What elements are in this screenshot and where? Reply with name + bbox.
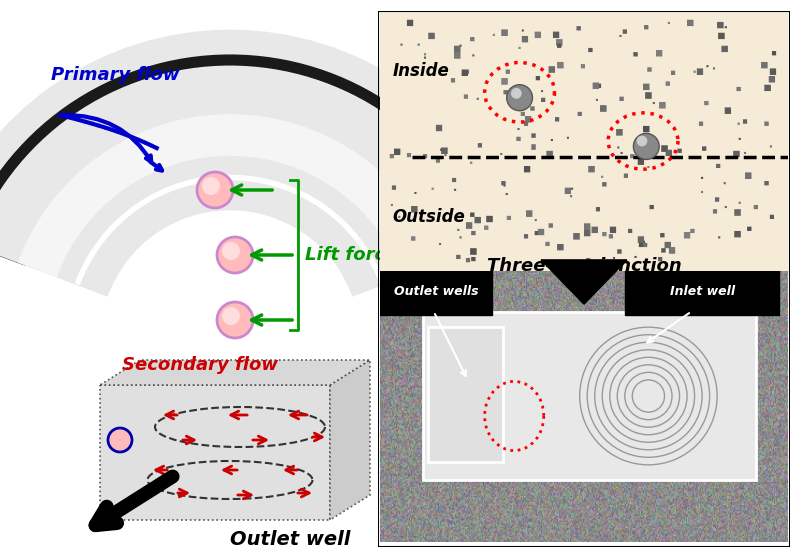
Circle shape bbox=[637, 135, 647, 147]
Circle shape bbox=[506, 85, 533, 111]
Circle shape bbox=[217, 302, 253, 338]
Circle shape bbox=[108, 428, 132, 452]
Text: Lift force: Lift force bbox=[305, 246, 398, 264]
Text: Inlet well: Inlet well bbox=[670, 285, 734, 298]
Text: Outlet wells: Outlet wells bbox=[394, 285, 478, 298]
Polygon shape bbox=[541, 260, 627, 304]
Polygon shape bbox=[100, 360, 370, 385]
Text: Primary flow: Primary flow bbox=[50, 66, 179, 84]
FancyBboxPatch shape bbox=[428, 327, 503, 462]
Text: Secondary flow: Secondary flow bbox=[122, 356, 278, 374]
Circle shape bbox=[222, 242, 240, 260]
FancyBboxPatch shape bbox=[380, 265, 492, 315]
Polygon shape bbox=[100, 385, 330, 520]
Circle shape bbox=[222, 307, 240, 325]
Circle shape bbox=[197, 172, 233, 208]
FancyBboxPatch shape bbox=[423, 311, 756, 481]
Text: Three-way junction: Three-way junction bbox=[486, 257, 682, 275]
Circle shape bbox=[217, 237, 253, 273]
Polygon shape bbox=[330, 360, 370, 520]
FancyBboxPatch shape bbox=[625, 265, 779, 315]
Circle shape bbox=[634, 133, 659, 159]
Text: Inside: Inside bbox=[393, 62, 450, 80]
Text: Outside: Outside bbox=[393, 208, 466, 226]
Text: Outlet well: Outlet well bbox=[230, 530, 350, 549]
Circle shape bbox=[511, 88, 522, 99]
Circle shape bbox=[202, 177, 220, 195]
